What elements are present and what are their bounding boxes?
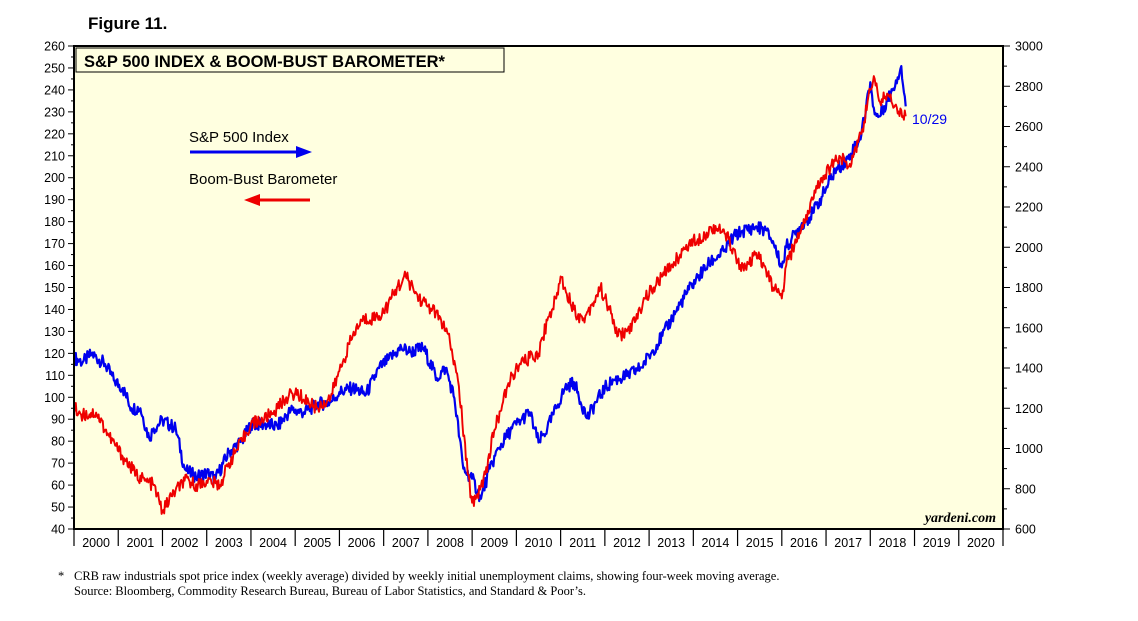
- right-axis-tick-label: 2800: [1015, 80, 1043, 94]
- left-axis-tick-label: 70: [51, 457, 65, 471]
- x-axis-tick-label: 2009: [480, 536, 508, 550]
- right-axis-tick-label: 1800: [1015, 281, 1043, 295]
- left-axis-tick-label: 80: [51, 435, 65, 449]
- left-axis-tick-label: 190: [44, 193, 65, 207]
- left-axis-tick-label: 260: [44, 40, 65, 54]
- left-axis-tick-label: 200: [44, 171, 65, 185]
- x-axis-tick-label: 2018: [878, 536, 906, 550]
- x-axis-tick-label: 2016: [790, 536, 818, 550]
- series-bbb-line: [74, 75, 907, 515]
- right-axis-tick-label: 2600: [1015, 120, 1043, 134]
- x-axis-tick-label: 2017: [834, 536, 862, 550]
- x-axis-tick-label: 2015: [746, 536, 774, 550]
- x-axis-tick-label: 2004: [259, 536, 287, 550]
- x-axis-tick-label: 2012: [613, 536, 641, 550]
- left-axis-tick-label: 160: [44, 259, 65, 273]
- legend-sp500-arrow: [190, 146, 312, 158]
- left-axis-tick-label: 100: [44, 391, 65, 405]
- left-axis-tick-label: 90: [51, 413, 65, 427]
- left-axis-tick-label: 130: [44, 325, 65, 339]
- legend-sp500-label: S&P 500 Index: [189, 129, 289, 146]
- x-axis-tick-label: 2013: [657, 536, 685, 550]
- x-axis-tick-label: 2019: [923, 536, 951, 550]
- right-axis-tick-label: 2000: [1015, 241, 1043, 255]
- x-axis-tick-label: 2005: [303, 536, 331, 550]
- chart: S&P 500 INDEX & BOOM-BUST BAROMETER* S&P…: [44, 40, 1043, 551]
- left-axis-tick-label: 170: [44, 237, 65, 251]
- x-axis-tick-label: 2014: [702, 536, 730, 550]
- x-axis-tick-label: 2010: [525, 536, 553, 550]
- footnote-marker: *: [58, 569, 65, 583]
- x-axis-tick-label: 2001: [126, 536, 154, 550]
- left-axis-tick-label: 250: [44, 61, 65, 75]
- x-axis-tick-label: 2020: [967, 536, 995, 550]
- x-axis-tick-label: 2002: [171, 536, 199, 550]
- footnote: * CRB raw industrials spot price index (w…: [58, 569, 779, 599]
- right-axis-tick-label: 3000: [1015, 40, 1043, 54]
- legend-bbb-label: Boom-Bust Barometer: [189, 171, 337, 188]
- footnote-line2: Source: Bloomberg, Commodity Research Bu…: [74, 584, 586, 598]
- x-axis-tick-label: 2011: [569, 536, 596, 550]
- right-axis-tick-label: 600: [1015, 523, 1036, 537]
- right-axis-tick-label: 1400: [1015, 362, 1043, 376]
- left-axis-tick-label: 60: [51, 479, 65, 493]
- x-axis-tick-label: 2008: [436, 536, 464, 550]
- x-axis-tick-label: 2000: [82, 536, 110, 550]
- figure-label: Figure 11.: [88, 14, 168, 33]
- left-axis-tick-label: 210: [44, 149, 65, 163]
- left-axis-tick-label: 120: [44, 347, 65, 361]
- chart-title: S&P 500 INDEX & BOOM-BUST BAROMETER*: [84, 53, 445, 71]
- right-axis-tick-label: 2400: [1015, 160, 1043, 174]
- left-axis-tick-label: 180: [44, 215, 65, 229]
- right-axis-tick-label: 1200: [1015, 402, 1043, 416]
- right-axis-tick-label: 2200: [1015, 201, 1043, 215]
- end-date-label: 10/29: [912, 111, 947, 127]
- title-box: [75, 47, 505, 73]
- left-axis-tick-label: 110: [45, 369, 65, 383]
- left-axis-tick-label: 240: [44, 83, 65, 97]
- left-axis-tick-label: 150: [44, 281, 65, 295]
- legend-bbb-arrow: [244, 194, 310, 206]
- left-axis-tick-label: 40: [51, 523, 65, 537]
- left-axis-tick-label: 220: [44, 127, 65, 141]
- x-axis-tick-label: 2003: [215, 536, 243, 550]
- left-axis-tick-label: 50: [51, 501, 65, 515]
- x-axis-tick-label: 2006: [348, 536, 376, 550]
- watermark: yardeni.com: [923, 511, 996, 526]
- right-axis-tick-label: 1000: [1015, 442, 1043, 456]
- left-axis-tick-label: 140: [44, 303, 65, 317]
- x-axis-tick-label: 2007: [392, 536, 420, 550]
- left-axis-tick-label: 230: [44, 105, 65, 119]
- right-axis-tick-label: 1600: [1015, 321, 1043, 335]
- footnote-line1: CRB raw industrials spot price index (we…: [74, 569, 780, 583]
- right-axis-tick-label: 800: [1015, 482, 1036, 496]
